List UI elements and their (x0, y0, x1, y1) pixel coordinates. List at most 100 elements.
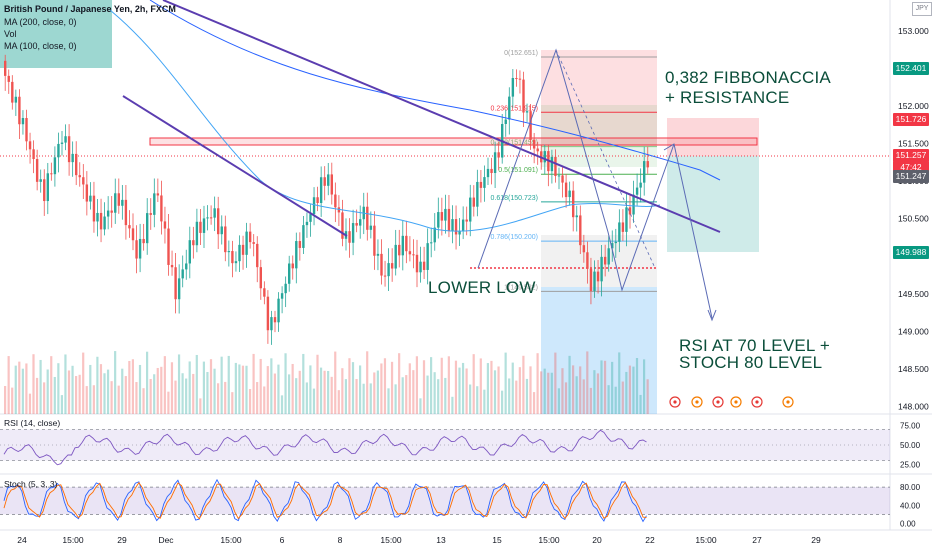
volume-bar-2 (11, 387, 14, 414)
volume-bar-35 (128, 360, 131, 414)
volume-bar-63 (227, 355, 230, 414)
volume-bar-146 (522, 355, 525, 414)
volume-bar-123 (440, 357, 443, 414)
x-tick-label-15: 29 (811, 535, 821, 545)
volume-bar-7 (28, 393, 32, 414)
candle-body-119 (426, 243, 429, 270)
ma100-legend[interactable]: MA (100, close, 0) (4, 41, 77, 51)
volume-bar-87 (312, 388, 316, 414)
x-tick-label-4: 15:00 (220, 535, 242, 545)
candle-body-104 (373, 225, 376, 256)
volume-bar-127 (454, 360, 458, 414)
volume-bar-13 (50, 356, 53, 414)
volume-bar-102 (366, 351, 369, 414)
candle-body-154 (550, 156, 554, 172)
candle-body-109 (390, 263, 394, 269)
volume-bar-126 (451, 396, 454, 414)
volume-bar-33 (121, 368, 124, 414)
candle-body-173 (618, 222, 621, 242)
volume-bar-14 (53, 376, 56, 414)
volume-bar-80 (288, 374, 291, 414)
volume-bar-6 (25, 363, 28, 414)
candle-body-16 (60, 142, 64, 144)
volume-bar-110 (394, 384, 397, 414)
volume-bar-45 (163, 356, 166, 414)
volume-bar-98 (351, 362, 355, 414)
candle-body-176 (628, 207, 632, 215)
volume-bar-42 (153, 374, 156, 414)
x-tick-label-3: Dec (158, 535, 174, 545)
volume-bar-151 (540, 371, 543, 414)
volume-bar-162 (579, 366, 582, 414)
candle-body-150 (536, 148, 539, 152)
volume-bar-170 (607, 385, 610, 414)
candle-body-61 (220, 226, 223, 235)
volume-bar-70 (252, 353, 255, 414)
candle-body-180 (643, 161, 646, 183)
annotation-fib-line2: + RESISTANCE (665, 88, 790, 107)
candle-body-169 (603, 256, 607, 265)
candle-body-139 (497, 152, 500, 158)
candle-body-39 (142, 238, 145, 244)
volume-bar-49 (177, 354, 181, 414)
candle-body-102 (366, 206, 369, 230)
y-tick-label-9: 148.500 (898, 364, 929, 374)
volume-bar-44 (160, 366, 163, 414)
volume-bar-160 (572, 365, 575, 414)
annotation-rsi-line2: STOCH 80 LEVEL (679, 353, 823, 372)
candle-body-171 (611, 243, 614, 249)
volume-bar-108 (387, 388, 390, 414)
volume-bar-54 (195, 354, 198, 414)
candle-body-126 (451, 219, 454, 231)
candle-body-127 (454, 219, 458, 235)
stoch-pane-label[interactable]: Stoch (5, 3, 3) (4, 479, 58, 489)
candle-body-31 (114, 193, 117, 213)
candle-body-0 (4, 60, 7, 76)
candle-body-78 (280, 293, 284, 299)
candle-body-105 (376, 253, 380, 256)
candle-body-118 (422, 261, 426, 270)
candle-body-160 (572, 190, 575, 218)
x-tick-label-9: 15 (492, 535, 502, 545)
candle-body-116 (415, 254, 419, 273)
event-marker-dot-1 (695, 400, 699, 404)
candle-body-21 (78, 175, 81, 178)
x-tick-label-6: 8 (338, 535, 343, 545)
candle-body-99 (355, 223, 358, 226)
volume-bar-16 (60, 395, 63, 414)
ma200-legend[interactable]: MA (200, close, 0) (4, 17, 77, 27)
volume-bar-141 (504, 352, 507, 414)
ma100-line (109, 9, 661, 232)
candle-body-70 (252, 242, 255, 244)
candle-body-131 (469, 197, 472, 222)
candle-body-52 (188, 240, 191, 264)
volume-bar-171 (611, 361, 614, 414)
candle-body-40 (146, 213, 149, 244)
volume-bar-76 (273, 373, 276, 414)
rsi-pane-label[interactable]: RSI (14, close) (4, 418, 61, 428)
fib-label-0.618: 0.618(150.723) (491, 195, 538, 202)
candle-body-178 (635, 187, 639, 195)
candle-body-7 (28, 141, 32, 150)
volume-bar-3 (14, 365, 17, 414)
candle-body-146 (522, 79, 525, 113)
candle-body-148 (529, 111, 532, 140)
candle-body-122 (437, 212, 440, 228)
volume-bar-178 (635, 358, 639, 414)
volume-bar-109 (390, 361, 394, 414)
candle-body-100 (359, 219, 362, 226)
volume-bar-61 (220, 356, 223, 414)
rsi-tick-2: 25.00 (900, 460, 921, 469)
candle-body-165 (589, 268, 593, 291)
candle-body-159 (568, 190, 571, 198)
volume-legend[interactable]: Vol (4, 29, 17, 39)
candle-body-167 (596, 271, 600, 282)
candle-body-44 (160, 195, 163, 222)
volume-bar-22 (82, 352, 85, 414)
volume-bar-10 (39, 359, 42, 414)
candle-body-89 (319, 177, 323, 203)
candle-body-57 (206, 217, 209, 219)
volume-bar-101 (362, 383, 365, 414)
candle-body-34 (124, 199, 128, 226)
